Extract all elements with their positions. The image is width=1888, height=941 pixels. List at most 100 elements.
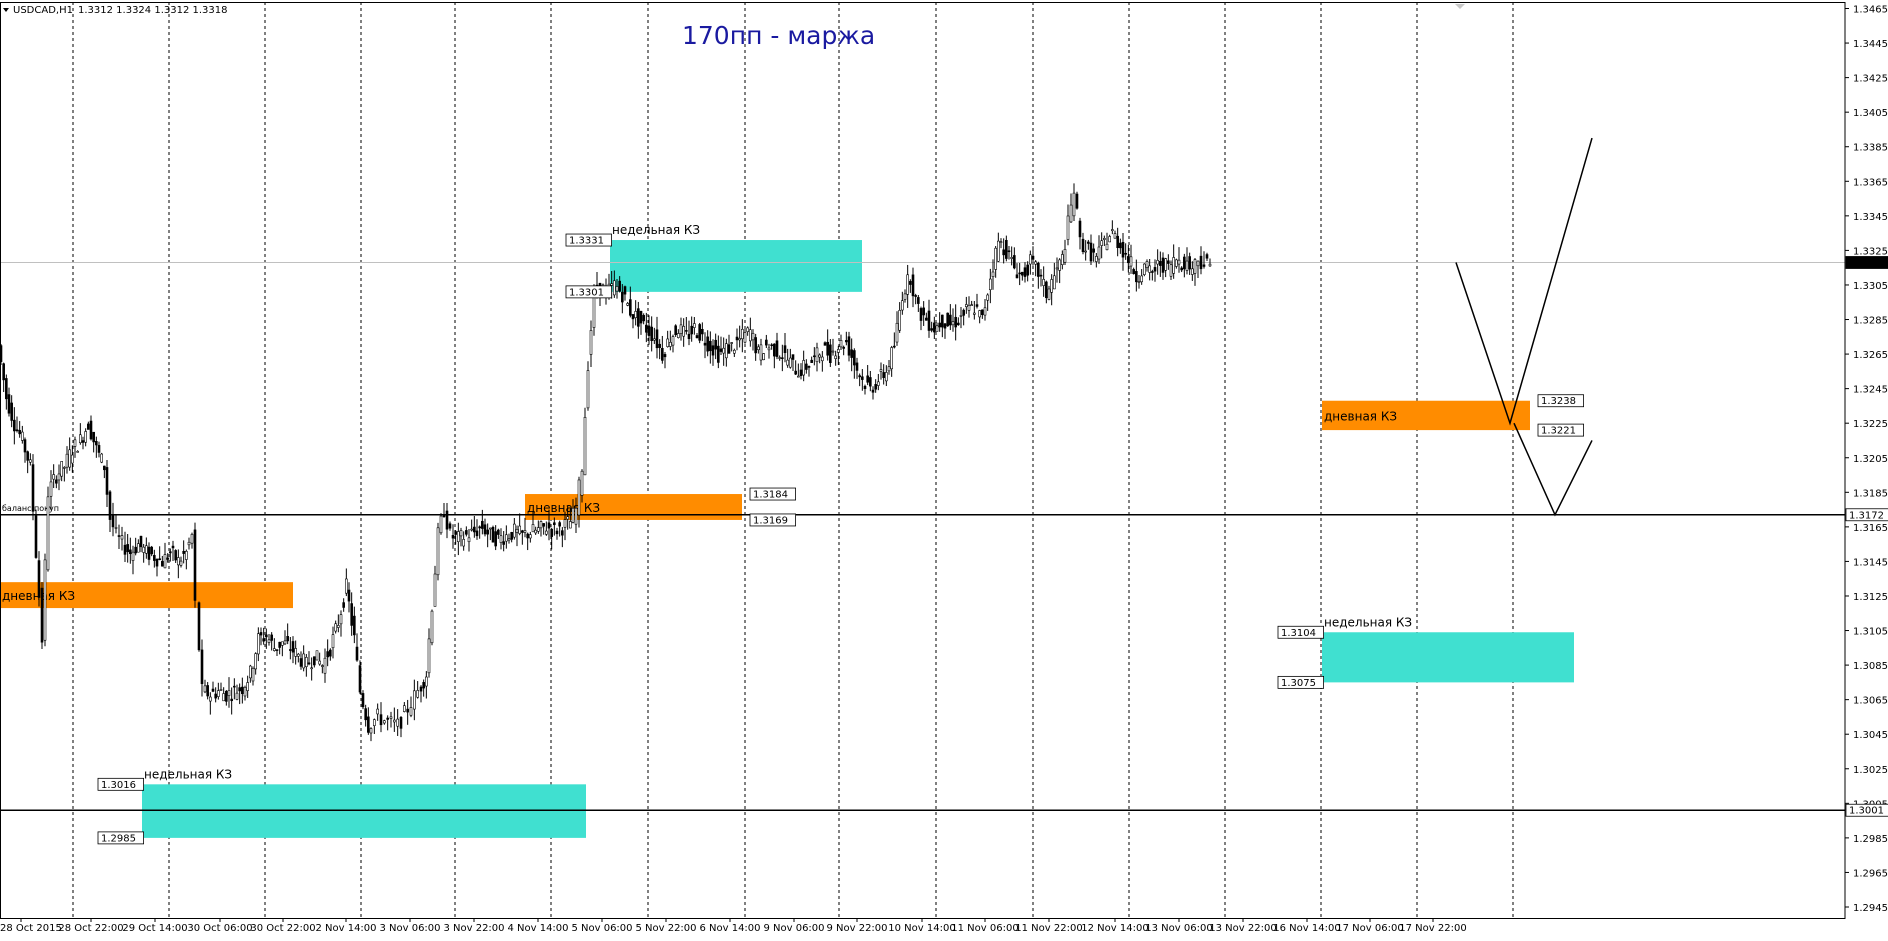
candle-body <box>813 355 816 358</box>
candle-body <box>153 555 156 561</box>
candle-body <box>754 337 757 354</box>
candle-body <box>329 649 332 657</box>
candle-body <box>775 340 779 357</box>
candle-body <box>534 529 537 534</box>
candle-body <box>321 665 324 667</box>
candle-body <box>529 534 532 539</box>
candle-body <box>166 557 169 560</box>
candle-body <box>79 434 82 444</box>
y-tick-label: 1.3225 <box>1853 419 1888 430</box>
candle-body <box>1105 243 1109 251</box>
candle-body <box>302 653 305 669</box>
candle-body <box>475 530 479 537</box>
candle-body <box>185 551 188 560</box>
candle-body <box>323 657 327 674</box>
candle-body <box>422 682 425 689</box>
x-tick-label: 13 Nov 22:00 <box>1209 923 1276 934</box>
candle-body <box>1116 235 1119 248</box>
chart-shift-marker-icon[interactable] <box>1455 4 1465 9</box>
candle-body <box>367 716 370 733</box>
candle-body <box>369 728 373 734</box>
candle-body <box>1002 249 1005 256</box>
candle-body <box>270 634 273 641</box>
y-tick-label: 1.3265 <box>1853 350 1888 361</box>
daily-zone-rect <box>1322 400 1530 431</box>
candle-body <box>1095 256 1098 262</box>
candle-body <box>1034 261 1037 265</box>
candle-body <box>845 340 848 343</box>
candle-body <box>743 332 747 343</box>
candle-body <box>1047 288 1051 300</box>
candle-body <box>131 551 135 561</box>
candle-body <box>1143 263 1146 275</box>
candle-body <box>233 685 236 688</box>
candle-body <box>10 402 13 421</box>
candle-body <box>986 294 989 301</box>
chart-menu-triangle-icon[interactable] <box>3 8 9 12</box>
candle-body <box>698 324 701 341</box>
x-tick-label: 10 Nov 14:00 <box>888 923 955 934</box>
candle-body <box>821 356 824 362</box>
candle-body <box>60 461 63 477</box>
candle-body <box>273 648 276 651</box>
candle-body <box>658 343 661 348</box>
candle-body <box>299 658 303 667</box>
candle-body <box>642 315 645 322</box>
candle-body <box>111 515 115 528</box>
candle-body <box>746 327 749 332</box>
candle-body <box>2 363 5 381</box>
y-tick-label: 1.3065 <box>1853 696 1888 707</box>
candle-body <box>946 312 949 327</box>
candle-body <box>1153 267 1157 272</box>
candle-body <box>123 544 127 555</box>
daily-zone-label: дневная КЗ <box>1324 409 1397 423</box>
candle-body <box>46 496 50 571</box>
candle-body <box>315 650 319 661</box>
candle-body <box>179 560 183 566</box>
candle-body <box>877 381 880 386</box>
candle-body <box>666 338 669 347</box>
candle-body <box>639 310 643 324</box>
candle-body <box>206 685 209 697</box>
candle-body <box>350 603 353 626</box>
candle-body <box>730 342 733 344</box>
candle-body <box>906 274 909 295</box>
candle-body <box>586 370 590 409</box>
candle-body <box>973 312 976 315</box>
candle-body <box>965 304 968 307</box>
candle-body <box>433 573 437 607</box>
candle-body <box>866 375 869 383</box>
candle-body <box>331 634 335 649</box>
candle-body <box>566 516 569 520</box>
y-tick-label: 1.3165 <box>1853 523 1888 534</box>
candle-body <box>230 698 233 702</box>
candle-body <box>563 519 567 528</box>
x-tick-label: 30 Oct 06:00 <box>187 923 252 934</box>
candle-body <box>1161 257 1165 273</box>
axis-current-price-tag-text: 1.3318 <box>1849 258 1884 269</box>
candle-body <box>291 641 295 653</box>
candle-body <box>791 354 795 360</box>
candle-body <box>1078 220 1082 238</box>
candle-body <box>553 522 556 526</box>
candle-body <box>1075 193 1079 209</box>
candle-body <box>383 720 386 724</box>
candle-body <box>978 310 981 318</box>
candle-body <box>615 286 619 292</box>
candle-body <box>13 419 16 432</box>
candle-body <box>547 522 551 529</box>
candle-body <box>690 325 693 335</box>
candle-body <box>65 453 69 468</box>
candle-body <box>650 326 653 341</box>
candle-body <box>486 529 489 535</box>
candle-body <box>259 632 263 636</box>
candle-body <box>762 353 765 361</box>
candle-body <box>361 693 365 708</box>
daily-high-price-tag-text: 1.3184 <box>753 490 788 501</box>
candle-body <box>249 665 252 679</box>
candle-body <box>1100 240 1103 246</box>
candle-body <box>580 470 584 496</box>
candle-body <box>1193 259 1197 274</box>
